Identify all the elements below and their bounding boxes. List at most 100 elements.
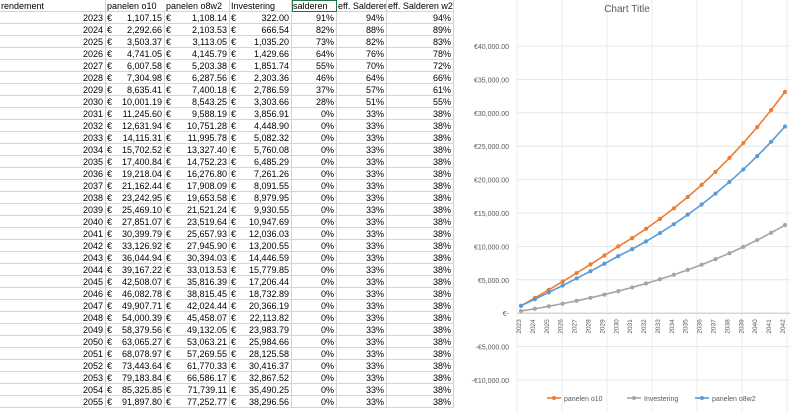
cell-salderen[interactable]: 37% [292, 84, 337, 96]
cell-eff-salderen[interactable]: 33% [337, 300, 387, 312]
cell-panelen-o8w2[interactable]: €57,269.55 [165, 348, 230, 360]
cell-investering[interactable]: €1,035.20 [230, 36, 292, 48]
header-investering[interactable]: Investering [230, 0, 292, 12]
cell-eff-salderen[interactable]: 33% [337, 324, 387, 336]
cell-year[interactable]: 2026 [0, 48, 106, 60]
cell-year[interactable]: 2044 [0, 264, 106, 276]
cell-salderen[interactable]: 0% [292, 204, 337, 216]
cell-panelen-o10[interactable]: €21,162.44 [106, 180, 165, 192]
cell-panelen-o8w2[interactable]: €61,770.33 [165, 360, 230, 372]
cell-salderen[interactable]: 0% [292, 312, 337, 324]
cell-year[interactable]: 2053 [0, 372, 106, 384]
cell-salderen[interactable]: 0% [292, 132, 337, 144]
cell-investering[interactable]: €6,485.29 [230, 156, 292, 168]
cell-panelen-o8w2[interactable]: €38,815.45 [165, 288, 230, 300]
cell-salderen[interactable]: 0% [292, 240, 337, 252]
cell-panelen-o8w2[interactable]: €53,063.21 [165, 336, 230, 348]
cell-panelen-o10[interactable]: €36,044.94 [106, 252, 165, 264]
cell-panelen-o10[interactable]: €8,635.41 [106, 84, 165, 96]
cell-year[interactable]: 2030 [0, 96, 106, 108]
cell-year[interactable]: 2054 [0, 384, 106, 396]
cell-year[interactable]: 2032 [0, 120, 106, 132]
cell-eff-salderen[interactable]: 94% [337, 12, 387, 24]
cell-eff-salderen-w2[interactable]: 38% [387, 144, 454, 156]
cell-eff-salderen[interactable]: 33% [337, 360, 387, 372]
cell-panelen-o10[interactable]: €58,379.56 [106, 324, 165, 336]
cell-panelen-o8w2[interactable]: €77,252.77 [165, 396, 230, 408]
cell-panelen-o8w2[interactable]: €19,653.58 [165, 192, 230, 204]
cell-eff-salderen-w2[interactable]: 38% [387, 120, 454, 132]
cell-panelen-o8w2[interactable]: €23,519.64 [165, 216, 230, 228]
cell-panelen-o8w2[interactable]: €35,816.39 [165, 276, 230, 288]
cell-year[interactable]: 2042 [0, 240, 106, 252]
cell-year[interactable]: 2050 [0, 336, 106, 348]
cell-salderen[interactable]: 0% [292, 348, 337, 360]
cell-eff-salderen[interactable]: 57% [337, 84, 387, 96]
cell-eff-salderen[interactable]: 82% [337, 36, 387, 48]
cell-eff-salderen-w2[interactable]: 38% [387, 168, 454, 180]
header-salderen[interactable]: salderen [292, 0, 337, 12]
cell-eff-salderen[interactable]: 33% [337, 384, 387, 396]
cell-salderen[interactable]: 0% [292, 120, 337, 132]
cell-eff-salderen[interactable]: 33% [337, 252, 387, 264]
header-eff-salderen[interactable]: eff. Salderen [337, 0, 387, 12]
cell-investering[interactable]: €15,779.85 [230, 264, 292, 276]
cell-year[interactable]: 2039 [0, 204, 106, 216]
cell-investering[interactable]: €1,851.74 [230, 60, 292, 72]
cell-year[interactable]: 2051 [0, 348, 106, 360]
cell-eff-salderen[interactable]: 33% [337, 120, 387, 132]
cell-year[interactable]: 2036 [0, 168, 106, 180]
cell-eff-salderen-w2[interactable]: 38% [387, 180, 454, 192]
cell-panelen-o8w2[interactable]: €30,394.03 [165, 252, 230, 264]
cell-panelen-o10[interactable]: €25,469.10 [106, 204, 165, 216]
cell-panelen-o10[interactable]: €23,242.95 [106, 192, 165, 204]
cell-eff-salderen-w2[interactable]: 38% [387, 300, 454, 312]
cell-investering[interactable]: €3,303.66 [230, 96, 292, 108]
cell-eff-salderen[interactable]: 33% [337, 204, 387, 216]
cell-year[interactable]: 2034 [0, 144, 106, 156]
cell-eff-salderen-w2[interactable]: 66% [387, 72, 454, 84]
cell-eff-salderen-w2[interactable]: 89% [387, 24, 454, 36]
cell-panelen-o10[interactable]: €30,399.79 [106, 228, 165, 240]
cell-salderen[interactable]: 0% [292, 180, 337, 192]
cell-investering[interactable]: €10,947.69 [230, 216, 292, 228]
cell-panelen-o10[interactable]: €4,741.05 [106, 48, 165, 60]
cell-investering[interactable]: €4,448.90 [230, 120, 292, 132]
cell-investering[interactable]: €22,113.82 [230, 312, 292, 324]
cell-year[interactable]: 2028 [0, 72, 106, 84]
cell-investering[interactable]: €5,082.32 [230, 132, 292, 144]
cell-eff-salderen-w2[interactable]: 38% [387, 360, 454, 372]
cell-salderen[interactable]: 46% [292, 72, 337, 84]
cell-panelen-o10[interactable]: €2,292.66 [106, 24, 165, 36]
cell-year[interactable]: 2031 [0, 108, 106, 120]
cell-panelen-o8w2[interactable]: €13,327.40 [165, 144, 230, 156]
cell-panelen-o10[interactable]: €42,508.07 [106, 276, 165, 288]
cell-investering[interactable]: €1,429.66 [230, 48, 292, 60]
cell-eff-salderen-w2[interactable]: 38% [387, 216, 454, 228]
cell-eff-salderen-w2[interactable]: 94% [387, 12, 454, 24]
cell-year[interactable]: 2049 [0, 324, 106, 336]
cell-year[interactable]: 2046 [0, 288, 106, 300]
cell-investering[interactable]: €9,930.55 [230, 204, 292, 216]
cell-salderen[interactable]: 64% [292, 48, 337, 60]
cell-eff-salderen[interactable]: 33% [337, 240, 387, 252]
cell-panelen-o8w2[interactable]: €14,752.23 [165, 156, 230, 168]
cell-salderen[interactable]: 0% [292, 108, 337, 120]
cell-panelen-o10[interactable]: €10,001.19 [106, 96, 165, 108]
cell-panelen-o10[interactable]: €39,167.22 [106, 264, 165, 276]
cell-eff-salderen-w2[interactable]: 38% [387, 204, 454, 216]
cell-year[interactable]: 2037 [0, 180, 106, 192]
cell-investering[interactable]: €8,091.55 [230, 180, 292, 192]
cell-salderen[interactable]: 0% [292, 264, 337, 276]
cell-salderen[interactable]: 0% [292, 228, 337, 240]
cell-eff-salderen-w2[interactable]: 38% [387, 228, 454, 240]
cell-salderen[interactable]: 0% [292, 300, 337, 312]
cell-eff-salderen[interactable]: 70% [337, 60, 387, 72]
cell-panelen-o10[interactable]: €27,851.07 [106, 216, 165, 228]
cell-panelen-o8w2[interactable]: €21,521.24 [165, 204, 230, 216]
cell-year[interactable]: 2035 [0, 156, 106, 168]
cell-eff-salderen[interactable]: 33% [337, 348, 387, 360]
cell-investering[interactable]: €13,200.55 [230, 240, 292, 252]
cell-eff-salderen-w2[interactable]: 38% [387, 324, 454, 336]
cell-salderen[interactable]: 0% [292, 396, 337, 408]
